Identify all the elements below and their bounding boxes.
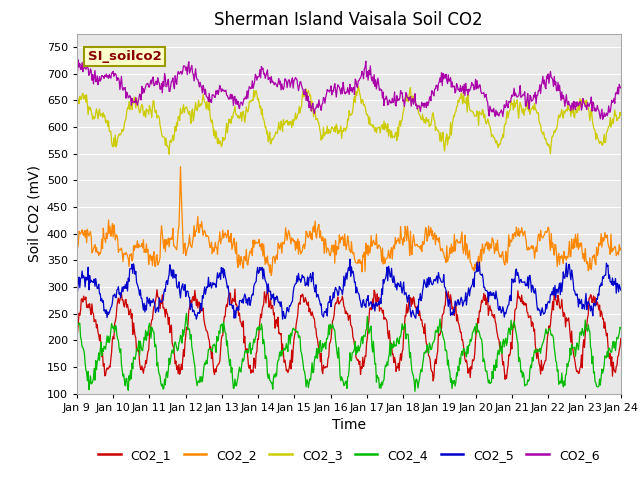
Title: Sherman Island Vaisala Soil CO2: Sherman Island Vaisala Soil CO2 [214, 11, 483, 29]
Text: SI_soilco2: SI_soilco2 [88, 50, 161, 63]
Legend: CO2_1, CO2_2, CO2_3, CO2_4, CO2_5, CO2_6: CO2_1, CO2_2, CO2_3, CO2_4, CO2_5, CO2_6 [93, 444, 605, 467]
X-axis label: Time: Time [332, 418, 366, 432]
Y-axis label: Soil CO2 (mV): Soil CO2 (mV) [27, 165, 41, 262]
